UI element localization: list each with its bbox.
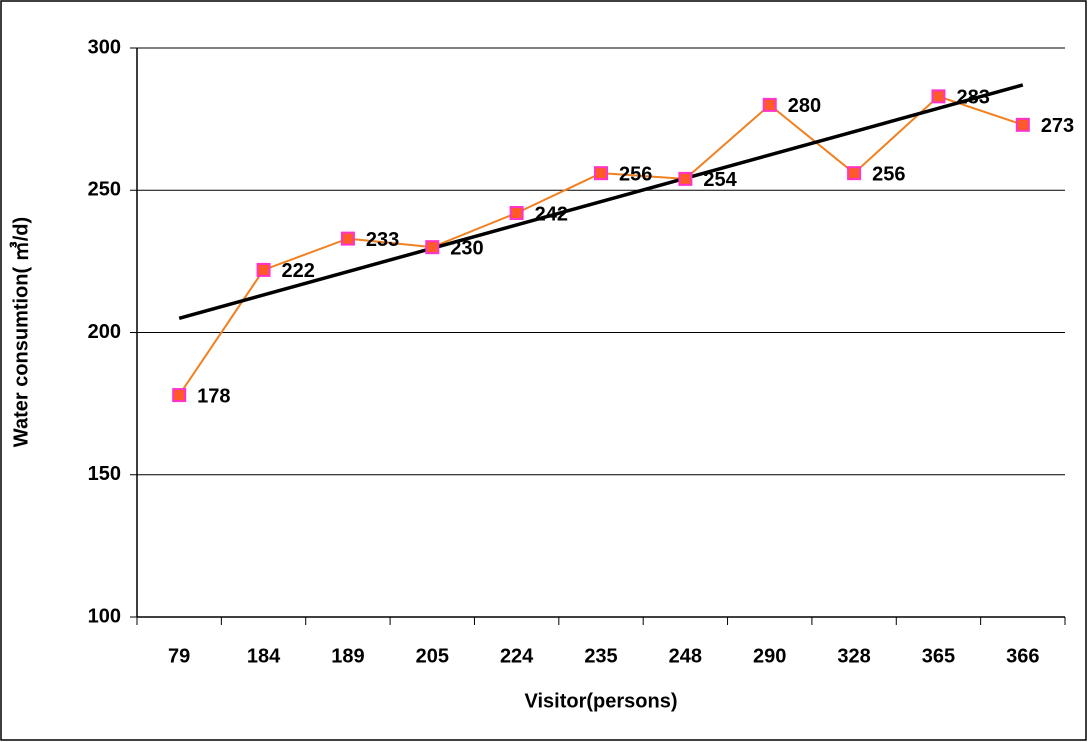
- data-marker: [762, 97, 777, 112]
- data-line: [178, 95, 1024, 396]
- y-tick-label: 300: [88, 36, 121, 58]
- data-label: 273: [1041, 115, 1074, 137]
- x-tick-label: 248: [669, 645, 702, 667]
- data-marker: [678, 171, 693, 186]
- y-tick-label: 200: [88, 321, 121, 343]
- x-tick-label: 366: [1006, 645, 1039, 667]
- x-tick-label: 365: [922, 645, 955, 667]
- data-marker: [340, 231, 355, 246]
- data-marker: [1015, 117, 1030, 132]
- data-label: 230: [450, 237, 483, 259]
- data-marker: [425, 240, 440, 255]
- x-tick-label: 79: [168, 645, 190, 667]
- x-tick-label: 224: [500, 645, 534, 667]
- data-marker: [847, 166, 862, 181]
- data-label: 233: [366, 229, 399, 251]
- data-marker: [172, 388, 187, 403]
- x-tick-label: 184: [247, 645, 281, 667]
- y-tick-label: 250: [88, 179, 121, 201]
- data-label: 222: [282, 260, 315, 282]
- y-tick-label: 150: [88, 463, 121, 485]
- data-label: 254: [703, 169, 737, 191]
- data-label: 256: [619, 163, 652, 185]
- x-tick-label: 189: [331, 645, 364, 667]
- trend-line: [178, 83, 1024, 320]
- x-tick-label: 235: [584, 645, 617, 667]
- data-marker: [594, 166, 608, 181]
- data-label: 280: [788, 95, 821, 117]
- data-marker: [931, 89, 946, 104]
- x-tick-label: 290: [753, 645, 786, 667]
- data-label: 256: [872, 163, 905, 185]
- y-tick-label: 100: [88, 605, 121, 627]
- data-marker: [256, 262, 271, 277]
- data-label: 178: [197, 385, 230, 407]
- y-axis-title: Water consumtion( ㎥/d): [8, 217, 32, 447]
- data-label: 283: [956, 87, 989, 109]
- data-label: 242: [535, 203, 568, 225]
- x-tick-label: 328: [837, 645, 870, 667]
- x-axis-title: Visitor(persons): [525, 690, 678, 712]
- data-marker: [509, 206, 524, 221]
- x-tick-label: 205: [416, 645, 449, 667]
